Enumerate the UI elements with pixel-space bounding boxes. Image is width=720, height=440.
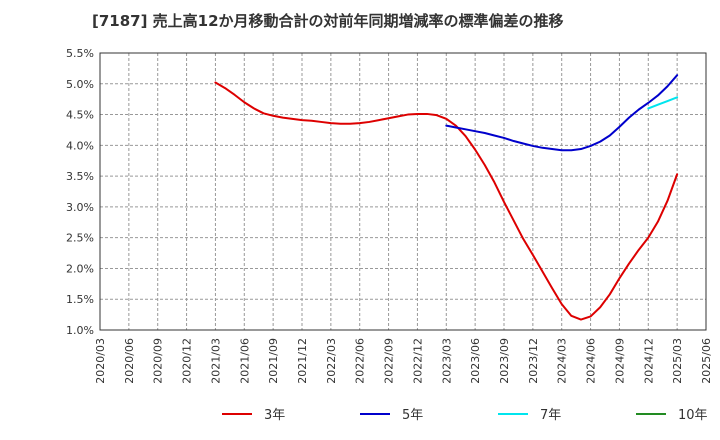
- chart-title: [7187] 売上高12か月移動合計の対前年同期増減率の標準偏差の推移: [92, 12, 564, 30]
- y-tick-label: 3.5%: [66, 170, 94, 183]
- y-axis-tick-labels: 1.0% 1.5% 2.0% 2.5% 3.0% 3.5% 4.0% 4.5% 5.0% 5.5%: [66, 47, 94, 337]
- x-tick-label: 2023/03: [440, 338, 453, 384]
- series-line-5年: [445, 74, 679, 152]
- y-tick-label: 1.5%: [66, 293, 94, 306]
- x-tick-label: 2022/12: [411, 338, 424, 384]
- x-tick-label: 2025/06: [700, 338, 713, 384]
- x-tick-label: 2020/12: [181, 338, 194, 384]
- legend-label: 5年: [402, 408, 423, 423]
- y-tick-label: 5.0%: [66, 78, 94, 91]
- x-tick-label: 2020/09: [152, 338, 165, 384]
- x-axis-tick-labels: 2020/03 2020/06 2020/09 2020/12 2021/03 2021/…: [94, 338, 713, 384]
- x-tick-label: 2020/03: [94, 338, 107, 384]
- x-tick-label: 2024/12: [642, 338, 655, 384]
- x-tick-label: 2022/09: [383, 338, 396, 384]
- legend-label: 10年: [678, 408, 708, 423]
- x-tick-label: 2023/12: [527, 338, 540, 384]
- y-tick-label: 2.5%: [66, 232, 94, 245]
- x-tick-label: 2024/03: [556, 338, 569, 384]
- y-tick-label: 5.5%: [66, 47, 94, 60]
- y-tick-label: 2.0%: [66, 262, 94, 275]
- x-tick-label: 2021/06: [238, 338, 251, 384]
- legend-label: 7年: [540, 408, 561, 423]
- x-tick-label: 2021/12: [296, 338, 309, 384]
- x-tick-label: 2020/06: [123, 338, 136, 384]
- series-line-7年: [647, 96, 679, 110]
- y-tick-label: 3.0%: [66, 201, 94, 214]
- x-tick-label: 2024/06: [585, 338, 598, 384]
- x-tick-label: 2023/09: [498, 338, 511, 384]
- legend-label: 3年: [264, 408, 285, 423]
- plot-frame: [99, 52, 707, 331]
- y-tick-label: 4.5%: [66, 109, 94, 122]
- x-tick-label: 2022/06: [354, 338, 367, 384]
- x-tick-label: 2023/06: [469, 338, 482, 384]
- y-tick-label: 1.0%: [66, 324, 94, 337]
- legend: 3年 5年 7年 10年: [222, 408, 708, 423]
- y-tick-label: 4.0%: [66, 139, 94, 152]
- series-line-3年: [214, 81, 679, 321]
- x-tick-label: 2021/09: [267, 338, 280, 384]
- x-tick-label: 2021/03: [209, 338, 222, 384]
- x-tick-label: 2024/09: [613, 338, 626, 384]
- x-tick-label: 2025/03: [671, 338, 684, 384]
- x-tick-label: 2022/03: [325, 338, 338, 384]
- series-lines: [214, 74, 679, 321]
- grid-lines: [99, 52, 707, 331]
